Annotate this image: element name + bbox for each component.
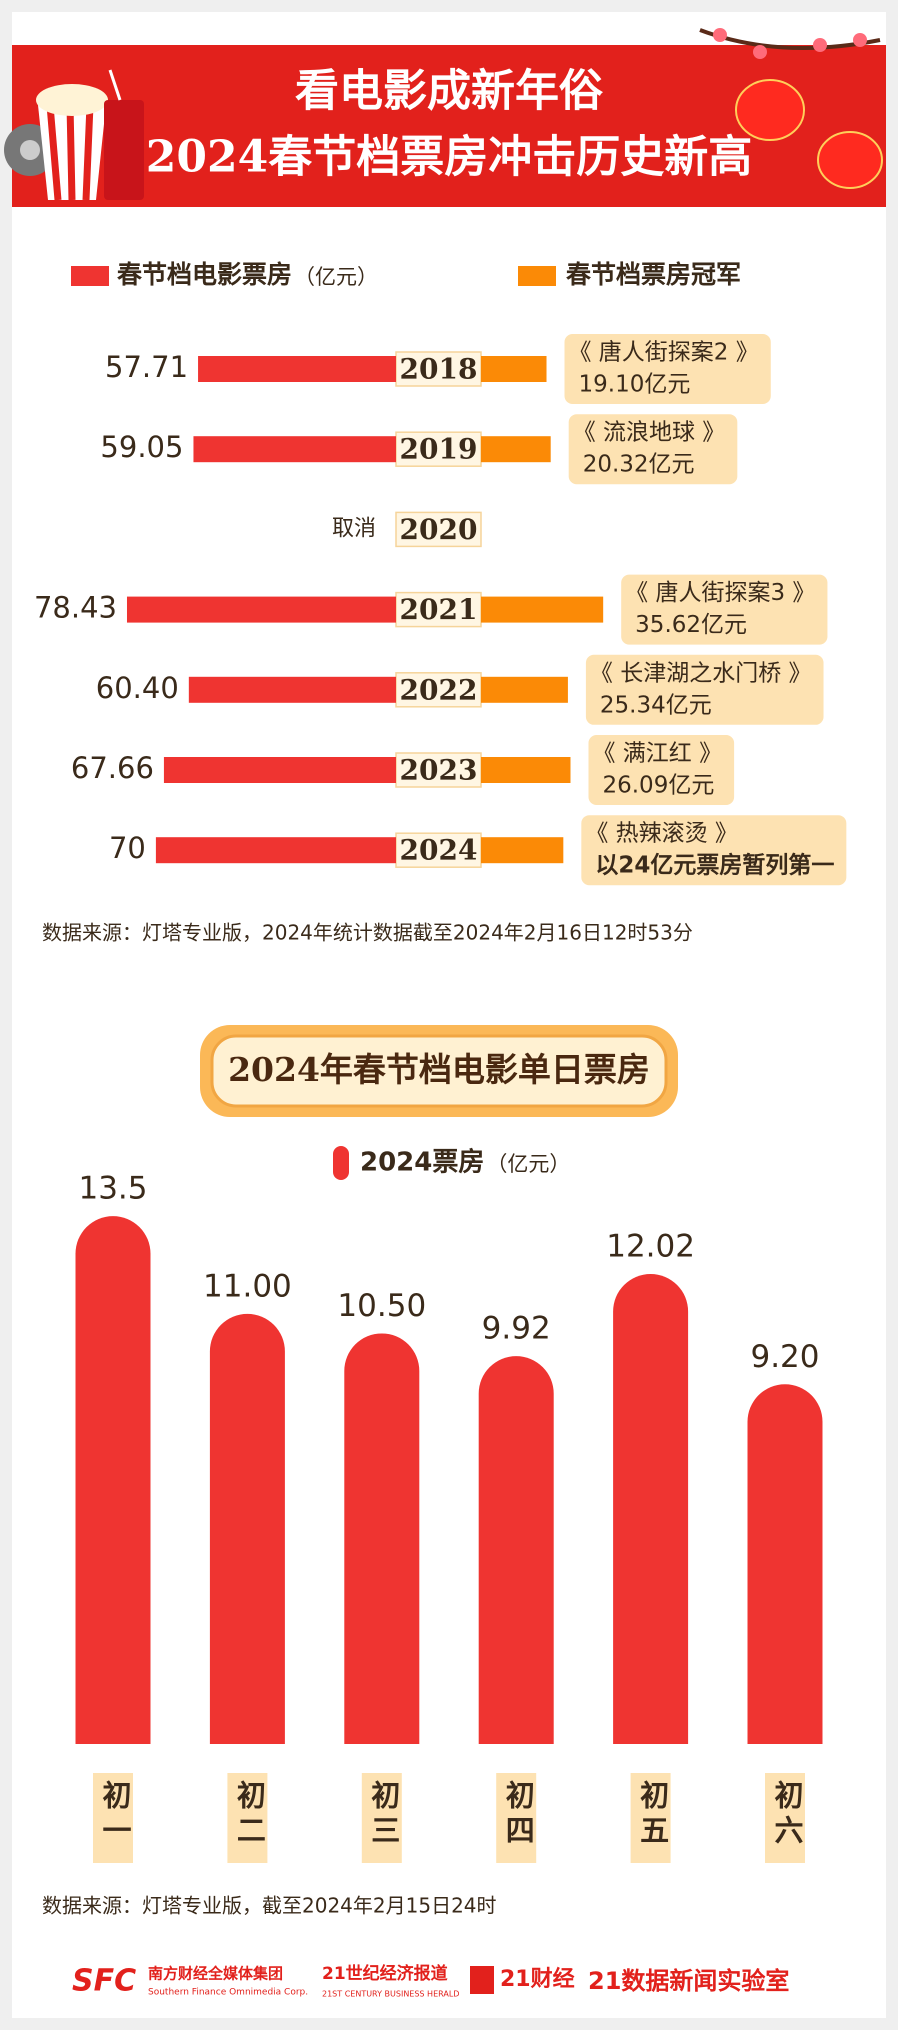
value-label: 9.20 <box>750 1339 819 1375</box>
x-tick-label: 初二 <box>232 1779 266 1850</box>
bar <box>155 837 396 864</box>
bar <box>193 436 396 463</box>
x-tick-label: 初三 <box>367 1779 401 1850</box>
film-name: 《 热辣滚烫 》 <box>585 821 738 847</box>
value-label: 57.71 <box>105 350 188 384</box>
bar <box>478 1356 554 1744</box>
year-label: 2018 <box>400 353 478 386</box>
source: 数据来源：灯塔专业版，截至2024年2月15日24时 <box>42 1894 497 1918</box>
bar <box>209 1313 285 1744</box>
bar <box>188 676 396 703</box>
champion-label: 26.09亿元 <box>602 773 714 799</box>
category-box <box>496 1773 537 1863</box>
year-box <box>395 511 482 548</box>
bar <box>481 436 551 463</box>
legend-label: 春节档电影票房 <box>117 260 292 289</box>
year-box <box>395 591 482 628</box>
legend-unit: （亿元） <box>294 265 378 289</box>
bar <box>198 356 396 382</box>
chart2-title: 2024年春节档电影单日票房 <box>228 1050 650 1089</box>
category-box <box>93 1773 133 1863</box>
logo: 南方财经全媒体集团 <box>148 1965 283 1983</box>
legend-label: 2024票房 <box>360 1148 484 1178</box>
annotation: 取消 <box>332 516 376 541</box>
title-line2: 2024春节档票房冲击历史新高 <box>146 132 752 183</box>
bar <box>163 757 396 783</box>
value-label: 11.00 <box>203 1268 292 1304</box>
film-name: 《 唐人街探案2 》 <box>569 340 759 366</box>
value-label: 10.50 <box>337 1288 426 1324</box>
champion-box <box>581 815 847 886</box>
value-label: 60.40 <box>96 671 179 705</box>
bar <box>126 596 396 623</box>
year-label: 2023 <box>400 754 478 787</box>
film-name: 《 满江红 》 <box>592 741 722 767</box>
champion-label: 19.10亿元 <box>579 372 691 398</box>
year-box <box>395 431 482 467</box>
bar <box>613 1274 689 1744</box>
value-label: 70 <box>109 831 146 865</box>
value-label: 13.5 <box>78 1171 147 1207</box>
title-line1: 看电影成新年俗 <box>295 66 604 117</box>
logo-box <box>470 1966 494 1994</box>
logo: SFC <box>72 1964 136 1999</box>
champion-box <box>564 334 771 404</box>
x-tick-label: 初五 <box>636 1779 670 1850</box>
header-decor <box>4 28 883 201</box>
film-name: 《 长津湖之水门桥 》 <box>590 660 812 686</box>
x-tick-label: 初六 <box>770 1779 804 1850</box>
value-label: 12.02 <box>606 1229 695 1265</box>
champion-label: 35.62亿元 <box>635 612 747 638</box>
value-label: 9.92 <box>482 1311 551 1347</box>
x-tick-label: 初四 <box>501 1779 535 1850</box>
logo: 21ST CENTURY BUSINESS HERALD <box>322 1990 459 1999</box>
value-label: 59.05 <box>100 430 183 464</box>
bar <box>481 356 547 382</box>
legend-swatch <box>71 266 109 286</box>
legend-unit: （亿元） <box>486 1152 570 1176</box>
bar <box>747 1384 823 1744</box>
value-label: 67.66 <box>71 751 154 785</box>
legend-swatch <box>333 1146 349 1180</box>
x-tick-label: 初一 <box>98 1779 132 1850</box>
champion-box <box>585 654 824 725</box>
champion-label: 以24亿元票房暂列第一 <box>595 852 834 879</box>
logo: 21数据新闻实验室 <box>588 1967 789 1995</box>
legend-label: 春节档票房冠军 <box>566 260 741 289</box>
bar <box>75 1216 151 1744</box>
source: 数据来源：灯塔专业版，2024年统计数据截至2024年2月16日12时53分 <box>42 921 693 945</box>
value-label: 78.43 <box>34 591 117 625</box>
year-label: 2024 <box>400 834 478 867</box>
champion-box <box>568 414 738 485</box>
year-label: 2021 <box>400 593 478 626</box>
category-box <box>765 1773 805 1863</box>
category-box <box>361 1773 402 1863</box>
logo: Southern Finance Omnimedia Corp. <box>148 1988 308 1998</box>
year-label: 2019 <box>400 433 478 466</box>
champion-box <box>621 574 828 645</box>
bar <box>344 1333 420 1744</box>
champion-box <box>588 735 735 805</box>
year-label: 2020 <box>400 513 478 546</box>
year-box <box>395 672 482 708</box>
film-name: 《 唐人街探案3 》 <box>625 580 815 606</box>
year-label: 2022 <box>400 673 478 706</box>
film-name: 《 流浪地球 》 <box>573 420 726 446</box>
champion-label: 20.32亿元 <box>583 452 695 478</box>
bar <box>481 757 571 783</box>
bar <box>481 596 604 623</box>
logo: 21世纪经济报道 <box>322 1963 448 1984</box>
chart2-title-banner <box>200 1025 678 1117</box>
category-box <box>227 1773 268 1863</box>
bar <box>481 837 564 864</box>
legend-swatch <box>518 266 556 286</box>
bar <box>481 676 568 703</box>
logo: 21财经 <box>500 1966 575 1992</box>
champion-label: 25.34亿元 <box>600 692 712 718</box>
category-box <box>630 1773 671 1863</box>
